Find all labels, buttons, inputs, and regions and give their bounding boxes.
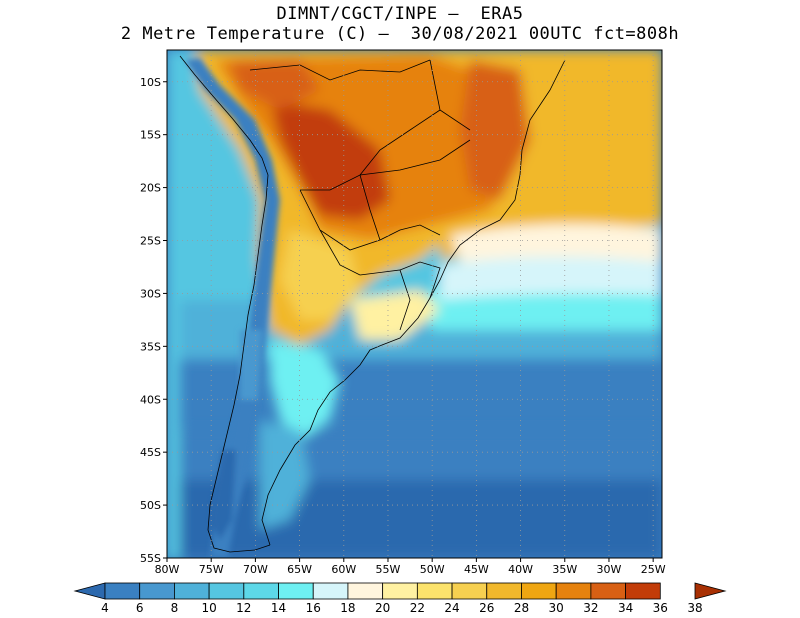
- colorbar-swatch: [104, 582, 141, 600]
- colorbar-swatch: [590, 582, 626, 600]
- colorbar-lower-arrow: [73, 582, 106, 600]
- colorbar-swatch: [208, 582, 245, 600]
- chart-title-line-1: DIMNT/CGCT/INPE – ERA5: [276, 4, 524, 24]
- lat-tick-label: 55S: [140, 552, 161, 565]
- colorbar-swatch: [382, 582, 418, 600]
- colorbar-swatch: [243, 582, 279, 600]
- colorbar-label: 18: [340, 601, 355, 615]
- colorbar-label: 16: [306, 601, 321, 615]
- colorbar-label: 4: [101, 601, 109, 615]
- colorbar-label: 24: [444, 601, 459, 615]
- lat-tick-label: 25S: [140, 235, 161, 248]
- lon-tick-label: 30W: [597, 563, 622, 576]
- colorbar-swatch: [174, 582, 210, 600]
- colorbar-label: 36: [653, 601, 668, 615]
- colorbar: 4 6 8 10 12 14 16 18 20 22 24 26 28 30 32 34 36 38: [73, 582, 727, 615]
- colorbar-upper-arrow: [694, 582, 727, 600]
- lon-tick-label: 60W: [331, 563, 356, 576]
- longitude-axis: 80W 75W 70W 65W 60W 55W 50W 45W 40W 35W 30W 25W: [155, 558, 666, 576]
- colorbar-label: 22: [410, 601, 425, 615]
- lon-tick-label: 65W: [287, 563, 312, 576]
- lat-tick-label: 30S: [140, 287, 161, 300]
- lat-tick-label: 40S: [140, 393, 161, 406]
- lon-tick-label: 75W: [199, 563, 224, 576]
- colorbar-swatch: [625, 582, 661, 600]
- colorbar-swatch: [451, 582, 488, 600]
- colorbar-swatch: [486, 582, 522, 600]
- colorbar-swatch: [416, 582, 453, 600]
- colorbar-label: 32: [583, 601, 598, 615]
- lat-tick-label: 45S: [140, 446, 161, 459]
- colorbar-label: 8: [171, 601, 179, 615]
- colorbar-label: 12: [236, 601, 251, 615]
- colorbar-label: 38: [687, 601, 702, 615]
- colorbar-label: 10: [201, 601, 216, 615]
- lat-tick-label: 50S: [140, 499, 161, 512]
- lon-tick-label: 50W: [420, 563, 445, 576]
- lon-tick-label: 70W: [243, 563, 268, 576]
- colorbar-swatch: [312, 582, 349, 600]
- colorbar-label: 6: [136, 601, 144, 615]
- lon-tick-label: 25W: [641, 563, 666, 576]
- lat-tick-label: 10S: [140, 76, 161, 89]
- lat-tick-label: 20S: [140, 182, 161, 195]
- colorbar-swatch: [139, 582, 175, 600]
- lon-tick-label: 80W: [155, 563, 180, 576]
- chart-title-line-2: 2 Metre Temperature (C) – 30/08/2021 00U…: [120, 24, 680, 44]
- colorbar-swatch: [555, 582, 592, 600]
- lat-tick-label: 35S: [140, 340, 161, 353]
- lon-tick-label: 45W: [464, 563, 489, 576]
- colorbar-label: 14: [271, 601, 286, 615]
- colorbar-swatch: [521, 582, 557, 600]
- coastlines-and-borders: [179, 55, 566, 553]
- colorbar-label: 34: [618, 601, 633, 615]
- colorbar-label: 30: [549, 601, 564, 615]
- lon-tick-label: 55W: [376, 563, 401, 576]
- plot-frame: [166, 49, 663, 559]
- colorbar-label: 26: [479, 601, 494, 615]
- latitude-axis: 10S 15S 20S 25S 30S 35S 40S 45S 50S 55S: [140, 76, 167, 565]
- colorbar-label: 28: [514, 601, 529, 615]
- lon-tick-label: 40W: [508, 563, 533, 576]
- colorbar-swatch: [347, 582, 384, 600]
- colorbar-swatch: [278, 582, 314, 600]
- lon-tick-label: 35W: [552, 563, 577, 576]
- temperature-field: [167, 50, 662, 558]
- lat-tick-label: 15S: [140, 129, 161, 142]
- colorbar-label: 20: [375, 601, 390, 615]
